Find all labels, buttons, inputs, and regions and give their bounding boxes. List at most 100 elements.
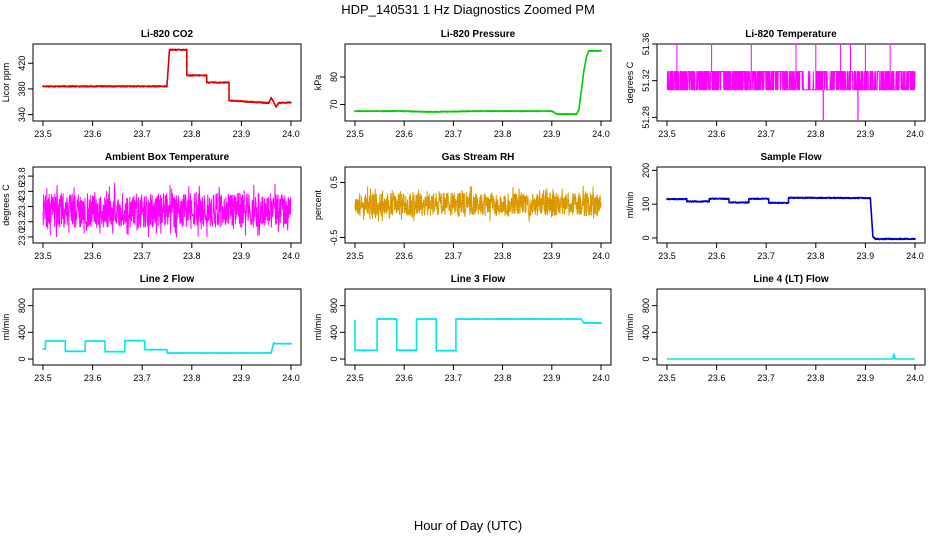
chart9-xtick-label: 23.8	[807, 373, 825, 383]
chart5-xtick-label: 23.6	[395, 251, 413, 261]
chart7-xtick-label: 23.9	[233, 373, 251, 383]
chart8-xtick-label: 23.5	[346, 373, 364, 383]
chart5-series-line	[354, 185, 602, 222]
chart6-plot-frame	[656, 166, 926, 244]
chart7-ytick-label: 800	[17, 298, 27, 313]
chart1-xtick-label: 23.6	[84, 129, 102, 139]
chart1-ylabel: Licor ppm	[1, 63, 11, 103]
chart4-xtick-label: 23.8	[183, 251, 201, 261]
chart3-panel: Li-820 Temperature degrees C 23.5 23.6 23.7 2…	[625, 29, 926, 139]
chart5-plot-frame	[344, 166, 612, 244]
chart6-xtick-label: 24.0	[906, 251, 924, 261]
chart3-ytick-label: 51.28	[641, 106, 651, 129]
chart6-xtick-label: 23.8	[807, 251, 825, 261]
chart4-ytick-label: 23.2	[17, 213, 27, 231]
chart2-ytick-label: 80	[329, 72, 339, 82]
chart3-xtick-label: 23.7	[757, 129, 775, 139]
chart2-xtick-label: 23.6	[395, 129, 413, 139]
chart2-panel: Li-820 Pressure kPa 23.5 23.6 23.7 23.8 23.9 24…	[313, 29, 612, 139]
chart6-title: Sample Flow	[760, 152, 821, 163]
chart3-xtick-label: 24.0	[906, 129, 924, 139]
chart4-ytick-label: 23.4	[17, 198, 27, 216]
chart3-plot-frame	[656, 43, 926, 122]
chart1-xtick-label: 23.7	[133, 129, 151, 139]
chart1-xtick-label: 23.9	[233, 129, 251, 139]
chart2-xtick-label: 23.7	[445, 129, 463, 139]
chart6-xtick-label: 23.5	[658, 251, 676, 261]
chart5-ytick-label: -0.5	[329, 230, 339, 246]
chart5-ytick-label: 0.5	[329, 176, 339, 189]
chart4-series-line	[42, 182, 292, 238]
chart9-panel: Line 4 (LT) Flow ml/min 23.5 23.6 23.7 23.8 23…	[625, 274, 926, 383]
chart4-ytick-label: 23.8	[17, 167, 27, 185]
chart2-xtick-label: 23.8	[494, 129, 512, 139]
chart9-plot-frame	[656, 288, 926, 366]
chart4-xtick-label: 23.6	[84, 251, 102, 261]
chart5-ylabel: percent	[313, 189, 323, 220]
chart1-xtick-label: 23.5	[34, 129, 52, 139]
figure-title: HDP_140531 1 Hz Diagnostics Zoomed PM	[341, 2, 595, 17]
chart9-xtick-label: 23.5	[658, 373, 676, 383]
figure-x-axis-label: Hour of Day (UTC)	[413, 518, 523, 533]
chart8-ytick-label: 800	[329, 298, 339, 313]
chart7-title: Line 2 Flow	[140, 274, 195, 285]
chart1-ytick-label: 340	[17, 107, 27, 122]
chart8-series-line	[354, 317, 602, 352]
chart5-series-points	[354, 186, 602, 222]
chart9-ytick-label: 400	[641, 325, 651, 340]
chart3-ytick-label: 51.32	[641, 69, 651, 92]
chart4-plot-frame	[32, 166, 302, 244]
chart4-xtick-label: 24.0	[282, 251, 300, 261]
chart1-series-line	[42, 48, 292, 108]
chart3-series-line	[666, 43, 916, 91]
chart4-xtick-label: 23.5	[34, 251, 52, 261]
chart6-ytick-label: 0	[641, 235, 651, 240]
chart9-xtick-label: 23.7	[757, 373, 775, 383]
chart7-xtick-label: 23.8	[183, 373, 201, 383]
chart8-ytick-label: 0	[329, 356, 339, 361]
chart3-xtick-label: 23.9	[857, 129, 875, 139]
chart7-xtick-label: 24.0	[282, 373, 300, 383]
chart5-title: Gas Stream RH	[442, 152, 515, 163]
chart7-ytick-label: 400	[17, 325, 27, 340]
chart5-xtick-label: 23.8	[494, 251, 512, 261]
chart5-xtick-label: 23.9	[543, 251, 561, 261]
chart1-ytick-label: 420	[17, 56, 27, 71]
chart6-ytick-label: 100	[641, 197, 651, 212]
chart8-title: Line 3 Flow	[451, 274, 506, 285]
chart9-xtick-label: 23.9	[857, 373, 875, 383]
chart4-xtick-label: 23.7	[133, 251, 151, 261]
chart8-plot-frame	[344, 288, 612, 366]
chart7-xtick-label: 23.7	[133, 373, 151, 383]
chart6-panel: Sample Flow ml/min 23.5 23.6 23.7 23.8 23.9 24.…	[625, 152, 926, 261]
chart7-ylabel: ml/min	[1, 314, 11, 341]
chart7-xtick-label: 23.5	[34, 373, 52, 383]
chart2-ylabel: kPa	[313, 75, 323, 91]
chart1-xtick-label: 24.0	[282, 129, 300, 139]
chart2-series-line	[354, 49, 602, 116]
chart1-ytick-label: 380	[17, 81, 27, 96]
chart3-title: Li-820 Temperature	[745, 29, 837, 40]
chart6-ytick-label: 200	[641, 163, 651, 178]
chart5-xtick-label: 23.5	[346, 251, 364, 261]
chart1-xtick-label: 23.8	[183, 129, 201, 139]
chart4-xtick-label: 23.9	[233, 251, 251, 261]
chart9-xtick-label: 24.0	[906, 373, 924, 383]
chart3-ytick-label: 51.36	[641, 33, 651, 56]
chart6-xtick-label: 23.6	[708, 251, 726, 261]
chart8-xtick-label: 24.0	[592, 373, 610, 383]
chart3-ylabel: degrees C	[625, 61, 635, 103]
chart2-plot-frame	[344, 43, 612, 122]
chart4-ylabel: degrees C	[1, 184, 11, 226]
chart6-ylabel: ml/min	[625, 192, 635, 219]
chart9-ytick-label: 800	[641, 298, 651, 313]
chart2-xtick-label: 23.5	[346, 129, 364, 139]
chart9-xtick-label: 23.6	[708, 373, 726, 383]
chart8-xtick-label: 23.8	[494, 373, 512, 383]
chart8-xtick-label: 23.7	[445, 373, 463, 383]
chart7-panel: Line 2 Flow ml/min 23.5 23.6 23.7 23.8 23.9 24.…	[1, 274, 302, 383]
chart4-panel: Ambient Box Temperature degrees C 23.5 23.6…	[1, 152, 302, 261]
chart4-title: Ambient Box Temperature	[105, 152, 230, 163]
chart1-title: Li-820 CO2	[141, 29, 194, 40]
chart1-panel: Li-820 CO2 Licor ppm 23.5 23.6 23.7 23.8 23.9 2…	[1, 29, 302, 139]
